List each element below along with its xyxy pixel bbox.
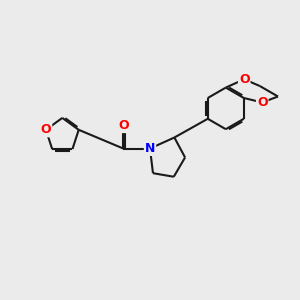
Text: O: O	[239, 73, 250, 86]
Text: O: O	[257, 96, 268, 109]
Text: O: O	[118, 119, 129, 132]
Text: O: O	[40, 123, 51, 136]
Text: N: N	[145, 142, 155, 155]
